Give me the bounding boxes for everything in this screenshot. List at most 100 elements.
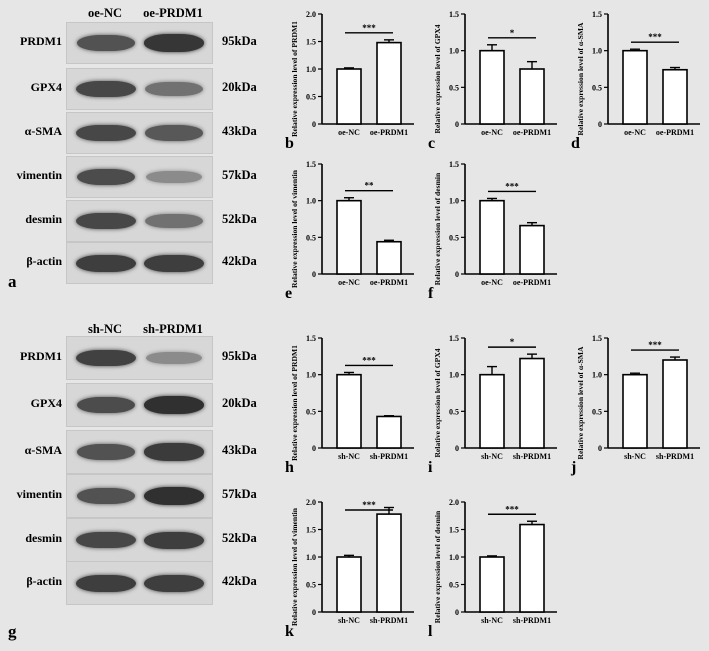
panel-letter: j <box>570 459 576 476</box>
y-tick-label: 1.5 <box>306 38 316 47</box>
y-tick-label: 0.5 <box>449 83 459 92</box>
y-tick-label: 1.0 <box>592 47 602 56</box>
y-tick-label: 2.0 <box>306 498 316 507</box>
y-axis-label: Relative expression level of α-SMA <box>576 346 585 459</box>
protein-band <box>76 80 136 98</box>
blot-strip <box>66 22 213 64</box>
category-label: sh-NC <box>624 452 646 461</box>
category-label: sh-PRDM1 <box>656 452 694 461</box>
protein-label: β-actin <box>26 254 62 268</box>
y-axis-label: Relative expression level of α-SMA <box>576 22 585 135</box>
bar-chart-k: 0 0.5 1.0 1.5 2.0 Relative expression level o… <box>282 490 422 640</box>
y-tick-label: 1.5 <box>306 334 316 343</box>
panel-letter: f <box>428 285 434 302</box>
significance-label: * <box>510 337 515 347</box>
blot-strip <box>66 518 213 562</box>
protein-band <box>76 574 136 592</box>
blot-strip <box>66 430 213 474</box>
molecular-weight-label: 42kDa <box>222 254 257 268</box>
blot-strip <box>66 156 213 198</box>
y-axis-label: Relative expression level of PRDM1 <box>290 345 299 461</box>
lane-header: sh-PRDM1 <box>143 322 203 336</box>
y-tick-label: 1.5 <box>306 160 316 169</box>
chart-svg: 0 0.5 1.0 1.5 Relative expression level of α… <box>570 334 700 476</box>
protein-band <box>76 396 136 414</box>
significance-label: *** <box>362 355 376 365</box>
panel-letter: e <box>285 285 292 302</box>
blot-strip <box>66 336 213 380</box>
protein-band <box>76 254 136 272</box>
molecular-weight-label: 95kDa <box>222 349 257 363</box>
y-tick-label: 2.0 <box>449 498 459 507</box>
y-tick-label: 0.5 <box>306 407 316 416</box>
blot-strip <box>66 561 213 605</box>
bar <box>662 359 688 449</box>
protein-band <box>144 254 204 272</box>
protein-band <box>145 82 203 96</box>
y-axis-label: Relative expression level of vimentin <box>290 169 299 288</box>
chart-svg: 0 0.5 1.0 1.5 Relative expression level of α… <box>571 10 700 152</box>
panel-letter: b <box>285 135 294 152</box>
y-tick-label: 0 <box>312 120 316 129</box>
y-tick-label: 0 <box>598 444 602 453</box>
category-label: oe-PRDM1 <box>370 128 408 137</box>
y-tick-label: 0 <box>455 444 459 453</box>
y-tick-label: 0 <box>455 608 459 617</box>
molecular-weight-label: 57kDa <box>222 168 257 182</box>
protein-label: PRDM1 <box>20 34 62 48</box>
y-tick-label: 0 <box>455 120 459 129</box>
bar <box>336 199 362 275</box>
protein-band <box>76 444 136 460</box>
y-tick-label: 1.0 <box>306 65 316 74</box>
bar <box>376 41 402 125</box>
protein-label: PRDM1 <box>20 349 62 363</box>
panel-letter: a <box>8 272 17 291</box>
protein-label: desmin <box>25 531 62 545</box>
y-tick-label: 1.0 <box>306 371 316 380</box>
chart-svg: 0 0.5 1.0 1.5 Relative expression level of d… <box>428 160 557 302</box>
y-tick-label: 1.5 <box>449 334 459 343</box>
molecular-weight-label: 20kDa <box>222 80 257 94</box>
molecular-weight-label: 95kDa <box>222 34 257 48</box>
protein-band <box>144 487 204 505</box>
bar-chart-f: 0 0.5 1.0 1.5 Relative expression level of d… <box>425 152 565 302</box>
category-label: sh-PRDM1 <box>370 616 408 625</box>
y-tick-label: 0.5 <box>592 407 602 416</box>
category-label: oe-NC <box>481 128 503 137</box>
category-label: oe-PRDM1 <box>370 278 408 287</box>
protein-label: β-actin <box>26 574 62 588</box>
bar <box>479 373 505 449</box>
protein-band <box>76 168 136 186</box>
protein-label: α-SMA <box>24 443 62 457</box>
protein-label: desmin <box>25 212 62 226</box>
category-label: oe-NC <box>338 128 360 137</box>
bar-chart-d: 0 0.5 1.0 1.5 Relative expression level of α… <box>568 2 708 152</box>
chart-svg: 0 0.5 1.0 1.5 Relative expression level of P… <box>285 334 414 476</box>
y-tick-label: 2.0 <box>306 10 316 19</box>
significance-label: *** <box>362 500 376 510</box>
y-tick-label: 0 <box>312 444 316 453</box>
bar-chart-l: 0 0.5 1.0 1.5 2.0 Relative expression level o… <box>425 490 565 640</box>
category-label: sh-PRDM1 <box>370 452 408 461</box>
y-axis-label: Relative expression level of PRDM1 <box>290 21 299 137</box>
y-tick-label: 1.0 <box>449 47 459 56</box>
category-label: sh-NC <box>338 616 360 625</box>
category-label: oe-PRDM1 <box>513 278 551 287</box>
molecular-weight-label: 20kDa <box>222 396 257 410</box>
blot-strip <box>66 474 213 518</box>
protein-band <box>76 531 136 549</box>
y-tick-label: 1.0 <box>306 197 316 206</box>
bar <box>336 68 362 125</box>
y-tick-label: 1.0 <box>449 553 459 562</box>
category-label: sh-NC <box>481 452 503 461</box>
bar <box>336 556 362 613</box>
y-tick-label: 0.5 <box>449 407 459 416</box>
protein-label: vimentin <box>16 487 62 501</box>
y-axis-label: Relative expression level of GPX4 <box>433 24 442 133</box>
blot-strip <box>66 112 213 154</box>
y-tick-label: 0 <box>598 120 602 129</box>
y-tick-label: 0.5 <box>306 581 316 590</box>
significance-label: *** <box>648 340 662 350</box>
blot-strip <box>66 383 213 427</box>
